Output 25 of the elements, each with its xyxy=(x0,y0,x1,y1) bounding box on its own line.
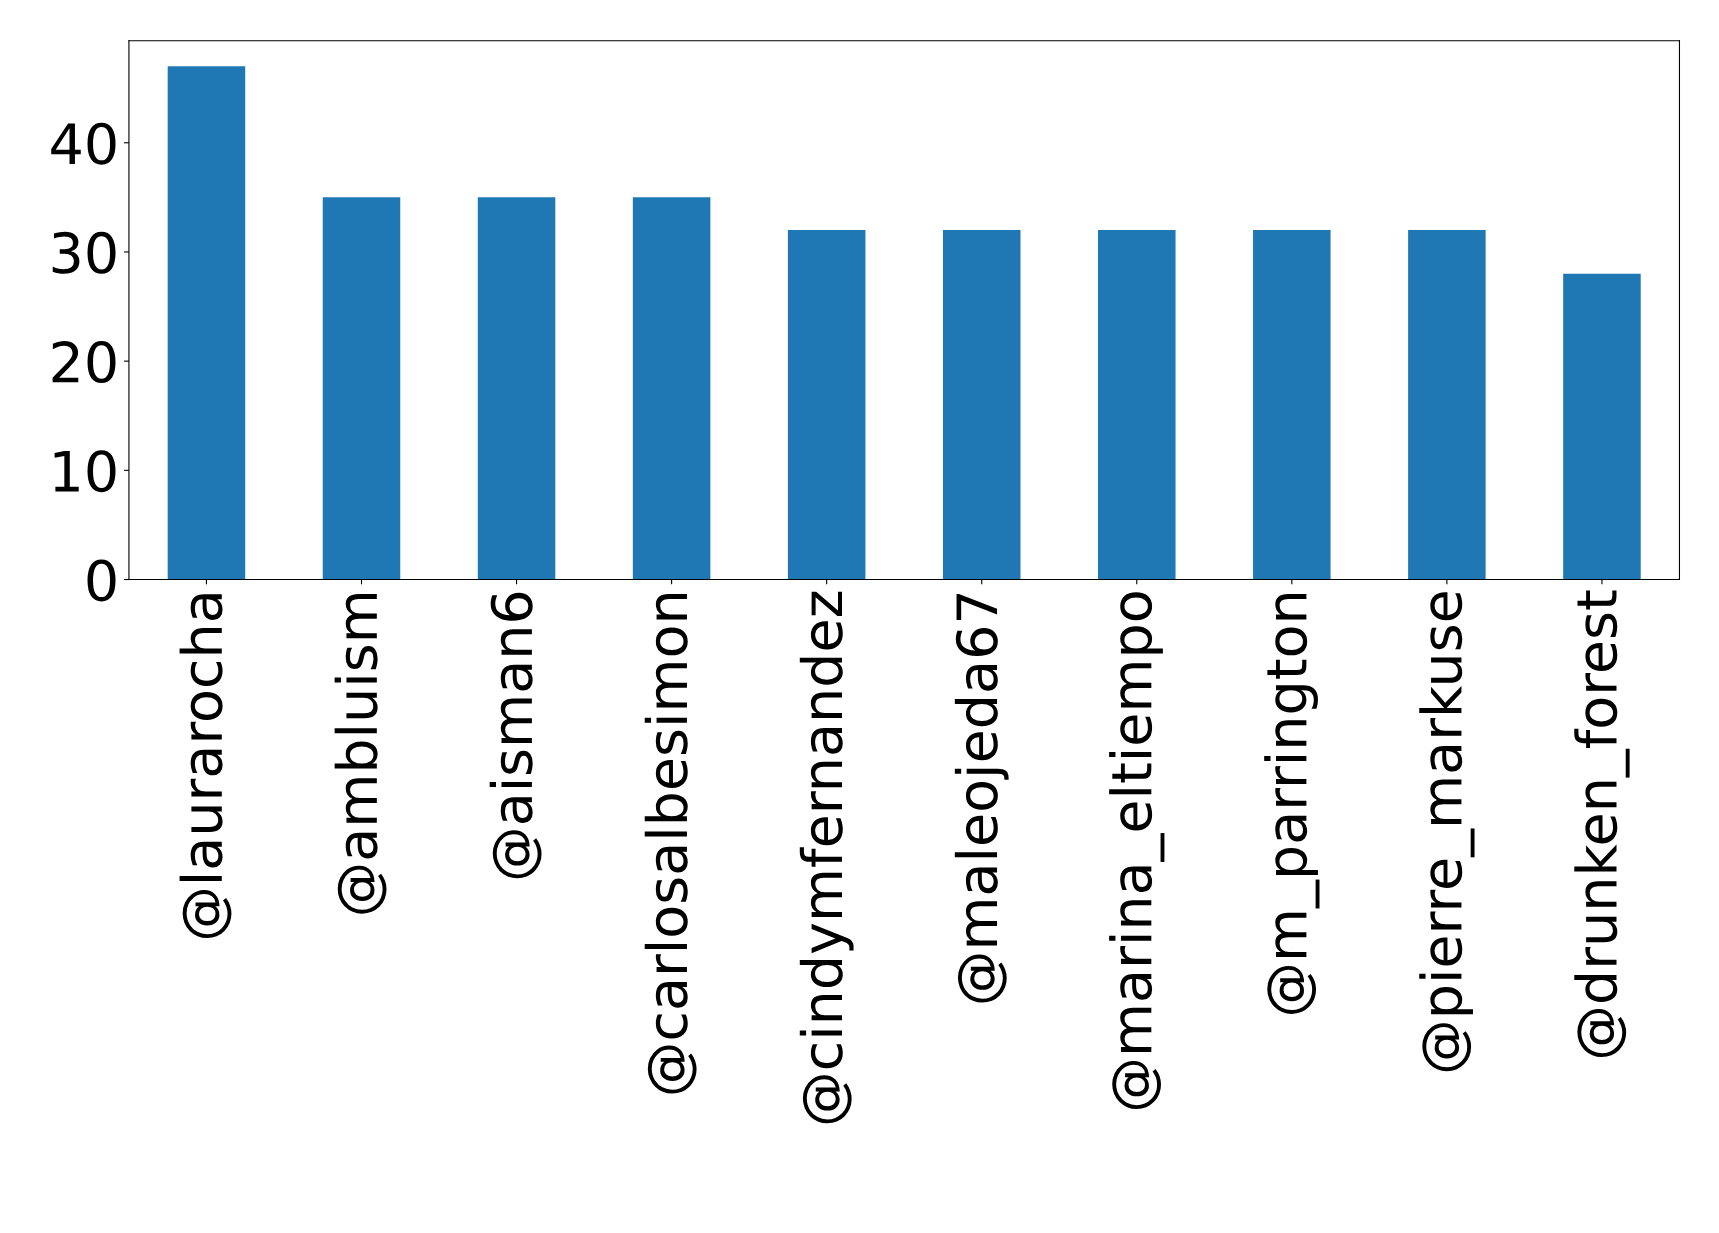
x-tick-label: @ambluism xyxy=(334,593,387,914)
bar xyxy=(1098,230,1176,580)
y-tick-label: 20 xyxy=(52,341,116,384)
bar xyxy=(167,66,246,580)
x-tick-label: @laurarocha xyxy=(179,594,232,939)
x-tick-label: @drunken_forest xyxy=(1574,590,1630,1058)
x-tick-label: @cindymfernandez xyxy=(799,591,854,1124)
bar xyxy=(322,197,401,580)
x-tick-label: @marina_eltiempo xyxy=(1109,592,1165,1109)
bar xyxy=(787,230,866,580)
bar xyxy=(477,197,556,580)
y-tick-label: 40 xyxy=(51,122,116,165)
x-tick-label: @m_parrington xyxy=(1264,593,1320,1014)
bar xyxy=(632,197,711,580)
x-tick-label: @carlosalbesimon xyxy=(644,593,697,1094)
bar xyxy=(1563,273,1641,580)
y-tick-label: 10 xyxy=(54,450,116,493)
y-tick-label: 0 xyxy=(87,559,116,602)
x-tick-label: @aisman6 xyxy=(489,592,542,879)
bar xyxy=(1408,230,1486,580)
x-tick-label: @pierre_markuse xyxy=(1419,592,1475,1072)
bar xyxy=(1253,230,1331,580)
bar xyxy=(942,230,1021,580)
y-tick-label: 30 xyxy=(52,231,116,274)
x-tick-label: @maleojeda67 xyxy=(954,593,1009,1003)
